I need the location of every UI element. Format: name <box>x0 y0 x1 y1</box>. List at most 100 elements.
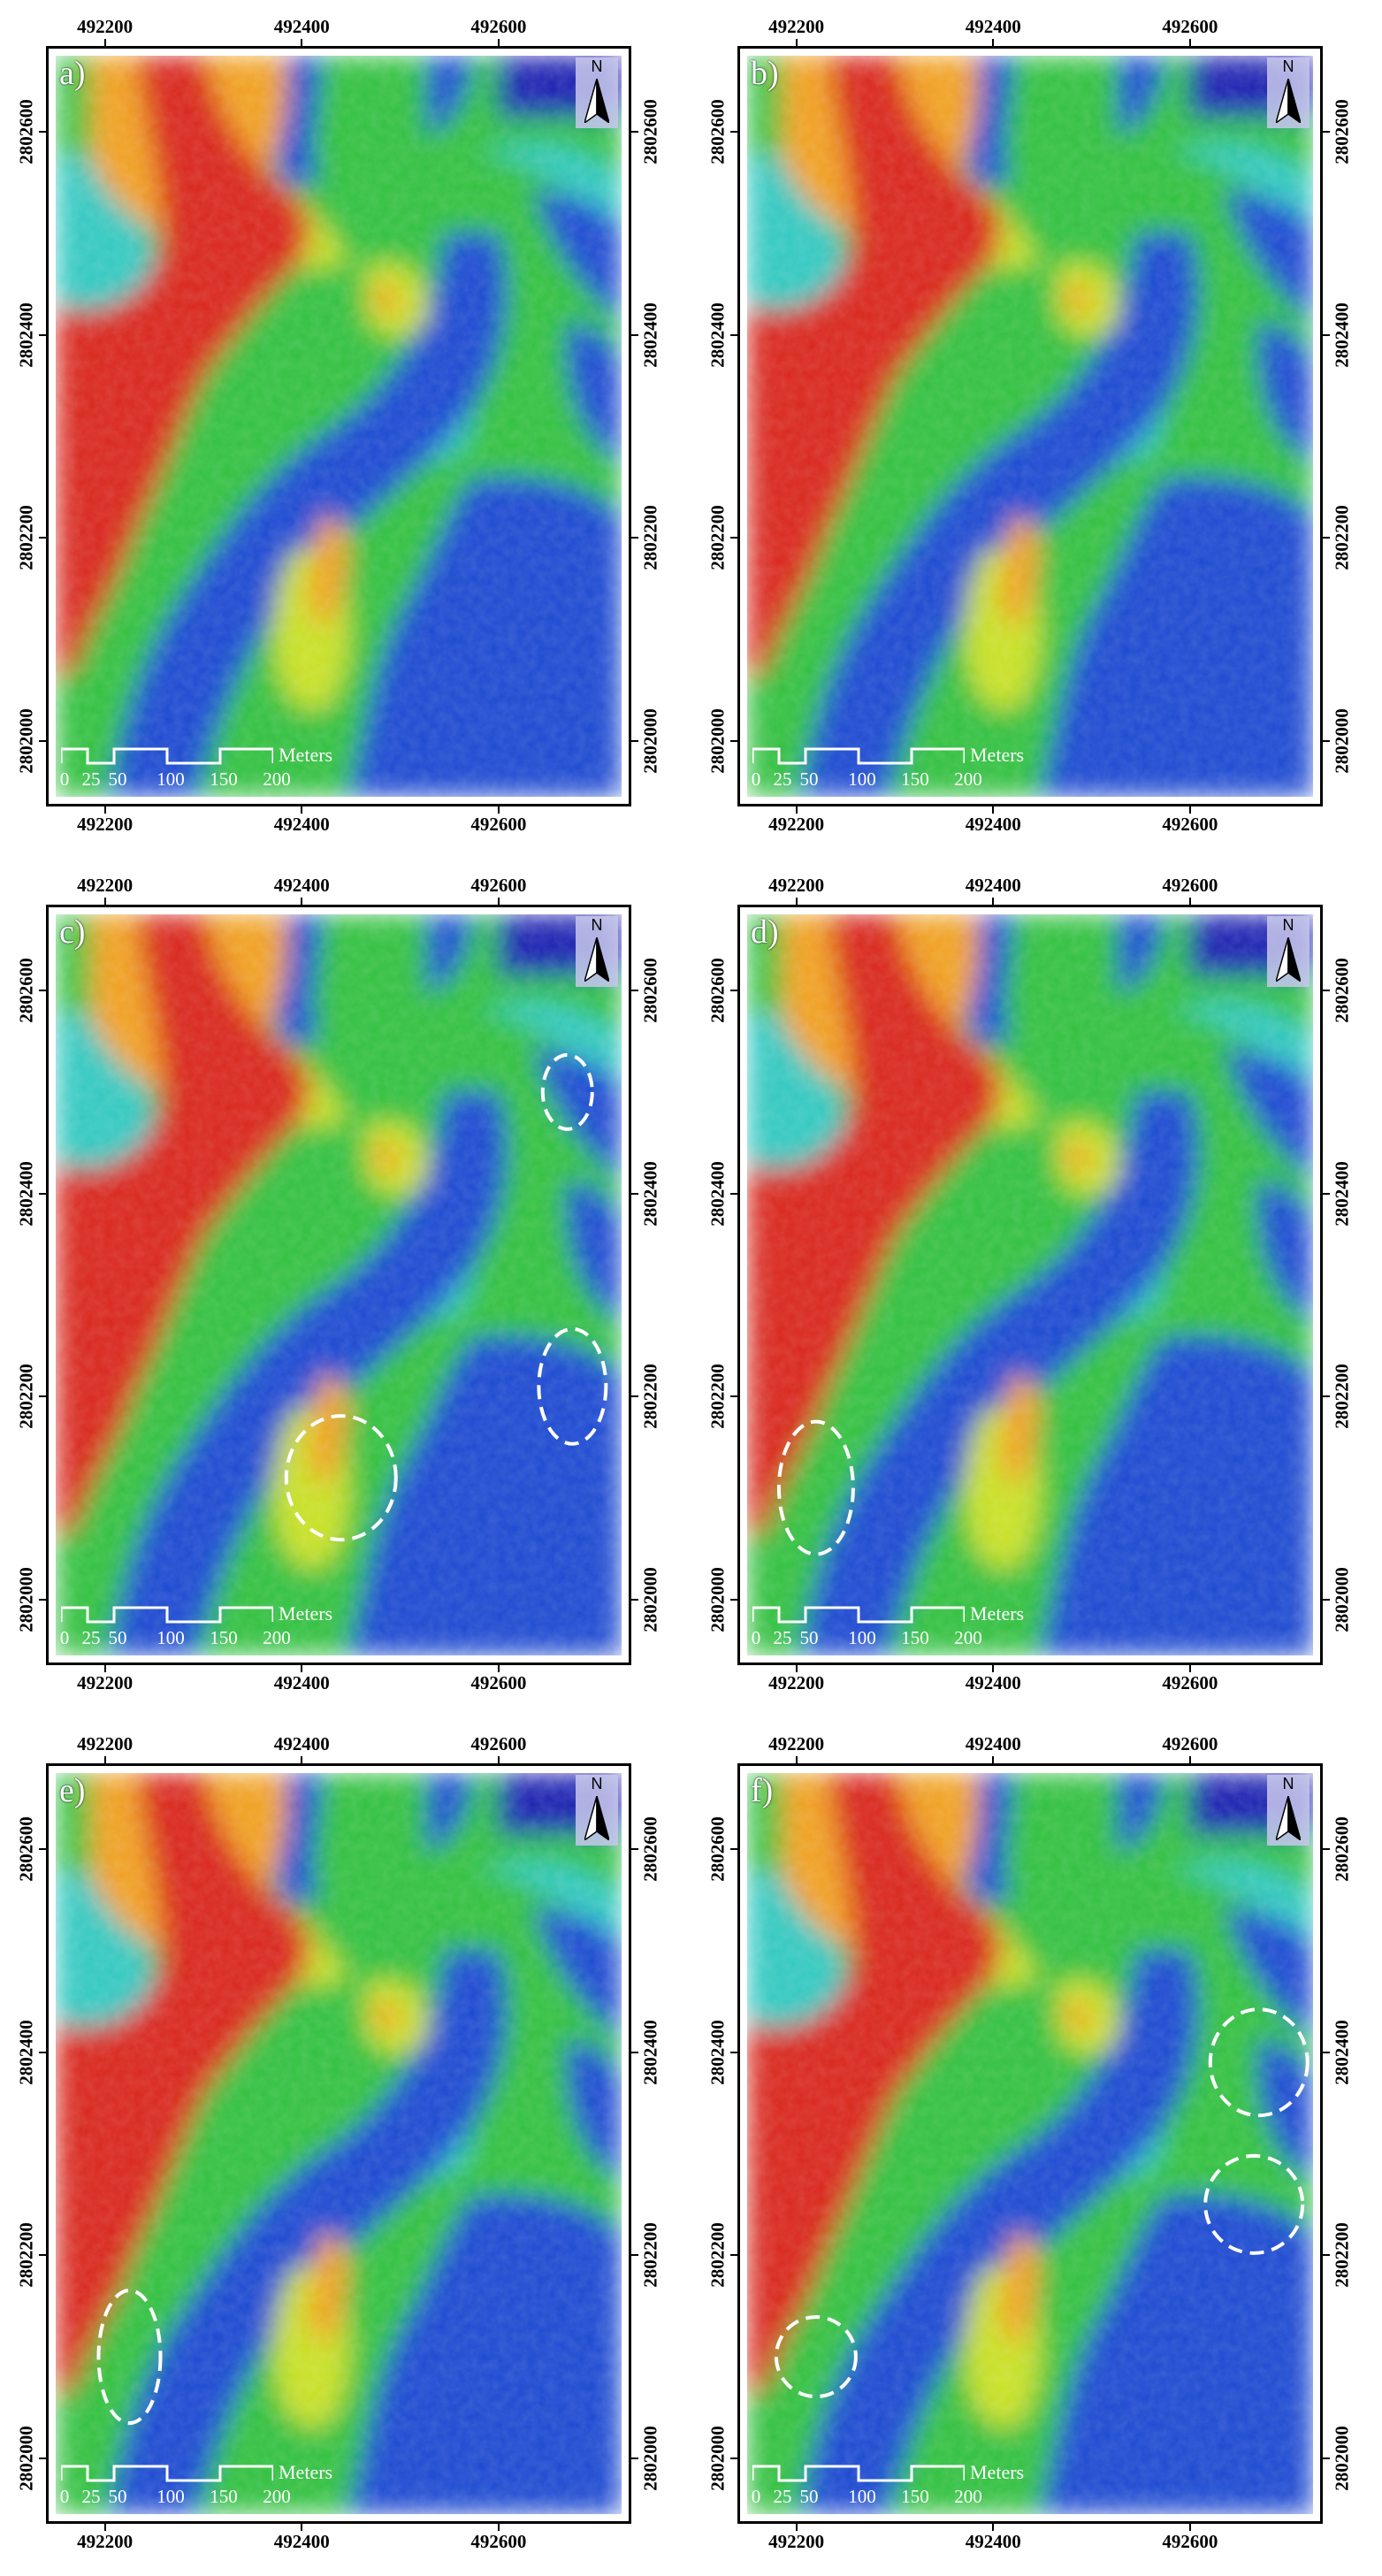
y-tick-mark <box>39 2457 46 2459</box>
y-tick-mark <box>39 1192 46 1195</box>
y-tick-label: 2802400 <box>706 302 729 368</box>
y-tick-label: 2802000 <box>639 2426 661 2491</box>
x-tick-label: 492600 <box>1162 1672 1218 1693</box>
x-tick-label: 492400 <box>965 2531 1021 2552</box>
scale-bar-tick-label: 0 <box>751 1627 761 1648</box>
y-tick-label: 2802400 <box>15 2019 37 2085</box>
y-tick-label: 2802600 <box>15 99 37 164</box>
y-tick-mark <box>39 2051 46 2053</box>
map-frame: d) N Meters 0 25 50 100 150 200 <box>737 905 1323 1665</box>
y-tick-label: 2802400 <box>639 302 661 368</box>
scale-bar-tick-label: 50 <box>799 1627 819 1648</box>
scale-bar: Meters 0 25 50 100 150 200 <box>60 1602 332 1648</box>
y-tick-label: 2802000 <box>15 1567 37 1632</box>
y-tick-label: 2802400 <box>1331 302 1353 368</box>
y-tick-label: 2802200 <box>1331 1364 1353 1430</box>
y-tick-label: 2802000 <box>706 708 729 774</box>
north-arrow-icon <box>584 1796 609 1840</box>
north-letter: N <box>1282 1775 1294 1792</box>
panel-label: e) <box>59 1772 86 1809</box>
x-tick-mark <box>103 806 106 814</box>
y-tick-mark <box>39 333 46 336</box>
x-tick-label: 492200 <box>768 1733 825 1754</box>
y-tick-label: 2802000 <box>1331 708 1353 774</box>
y-tick-mark <box>730 990 737 992</box>
y-tick-label: 2802600 <box>706 99 729 164</box>
y-tick-label: 2802200 <box>639 1364 661 1430</box>
y-tick-label: 2802400 <box>1331 1160 1353 1227</box>
x-tick-mark <box>1188 1756 1191 1763</box>
x-tick-mark <box>1188 806 1191 814</box>
x-tick-label: 492200 <box>768 875 825 896</box>
y-tick-mark <box>631 1598 638 1601</box>
y-tick-mark <box>730 537 737 539</box>
y-tick-mark <box>730 1598 737 1601</box>
x-tick-mark <box>301 39 303 46</box>
y-tick-label: 2802600 <box>706 958 729 1023</box>
x-tick-mark <box>1188 39 1191 46</box>
y-tick-mark <box>730 1192 737 1195</box>
y-tick-mark <box>730 2254 737 2257</box>
north-arrow-icon <box>1276 937 1301 982</box>
scale-bar-tick-label: 25 <box>81 768 101 790</box>
y-tick-label: 2802400 <box>639 2019 661 2085</box>
scale-bar-line <box>752 2465 965 2482</box>
x-tick-label: 492200 <box>77 16 134 37</box>
scale-bar-tick-label: 50 <box>108 768 127 790</box>
scale-bar: Meters 0 25 50 100 150 200 <box>752 2461 1024 2507</box>
y-tick-mark <box>39 1598 46 1601</box>
scale-bar-tick-label: 150 <box>210 768 238 790</box>
y-tick-mark <box>1323 1848 1330 1851</box>
y-tick-label: 2802600 <box>1331 99 1353 164</box>
y-tick-mark <box>631 1848 638 1851</box>
y-tick-label: 2802200 <box>15 1364 37 1430</box>
x-tick-label: 492600 <box>1162 1733 1218 1754</box>
x-tick-mark <box>795 1756 798 1763</box>
north-arrow-icon <box>584 937 609 982</box>
scale-bar-tick-label: 100 <box>848 768 876 790</box>
y-tick-label: 2802600 <box>1331 958 1353 1023</box>
x-tick-label: 492400 <box>273 875 330 896</box>
scale-bar-tick-label: 200 <box>263 1627 291 1648</box>
north-letter: N <box>591 57 603 75</box>
x-tick-mark <box>497 898 500 905</box>
y-tick-label: 2802000 <box>706 1567 729 1632</box>
scale-bar-unit: Meters <box>970 744 1025 766</box>
y-tick-label: 2802400 <box>15 302 37 368</box>
map-panel: d) N Meters 0 25 50 100 150 200 492200 492200 49240… <box>691 859 1382 1717</box>
x-tick-mark <box>497 1756 500 1763</box>
y-tick-mark <box>1323 990 1330 992</box>
scale-bar: Meters 0 25 50 100 150 200 <box>60 2461 332 2507</box>
x-tick-label: 492600 <box>470 875 527 896</box>
y-tick-mark <box>730 1848 737 1851</box>
map-panel: f) N Meters 0 25 50 100 150 200 492200 492200 49240… <box>691 1717 1382 2576</box>
x-tick-mark <box>1188 2524 1191 2531</box>
x-tick-label: 492200 <box>768 2531 825 2552</box>
scale-bar-tick-label: 100 <box>157 1627 185 1648</box>
y-tick-mark <box>631 333 638 336</box>
y-tick-mark <box>1323 537 1330 539</box>
scale-bar-tick-label: 25 <box>81 2486 101 2507</box>
map-frame: b) N Meters 0 25 50 100 150 200 <box>737 46 1323 806</box>
x-tick-label: 492200 <box>77 875 134 896</box>
x-tick-label: 492200 <box>77 1733 134 1754</box>
y-tick-label: 2802000 <box>1331 2426 1353 2491</box>
y-tick-label: 2802200 <box>639 505 661 571</box>
x-tick-label: 492600 <box>470 2531 527 2552</box>
dem-map <box>56 914 622 1655</box>
x-tick-label: 492600 <box>1162 875 1218 896</box>
panel-label: d) <box>751 913 779 951</box>
north-arrow: N <box>1267 57 1309 128</box>
x-tick-label: 492200 <box>768 1672 825 1693</box>
y-tick-mark <box>631 537 638 539</box>
scale-bar: Meters 0 25 50 100 150 200 <box>60 744 332 790</box>
y-tick-mark <box>730 739 737 742</box>
panel-label: a) <box>59 55 86 92</box>
y-tick-label: 2802200 <box>639 2222 661 2289</box>
highlight-ellipse <box>96 2289 163 2426</box>
x-tick-mark <box>1188 898 1191 905</box>
y-tick-mark <box>631 1395 638 1398</box>
x-tick-mark <box>301 806 303 814</box>
y-tick-label: 2802000 <box>15 708 37 774</box>
y-tick-mark <box>730 1395 737 1398</box>
